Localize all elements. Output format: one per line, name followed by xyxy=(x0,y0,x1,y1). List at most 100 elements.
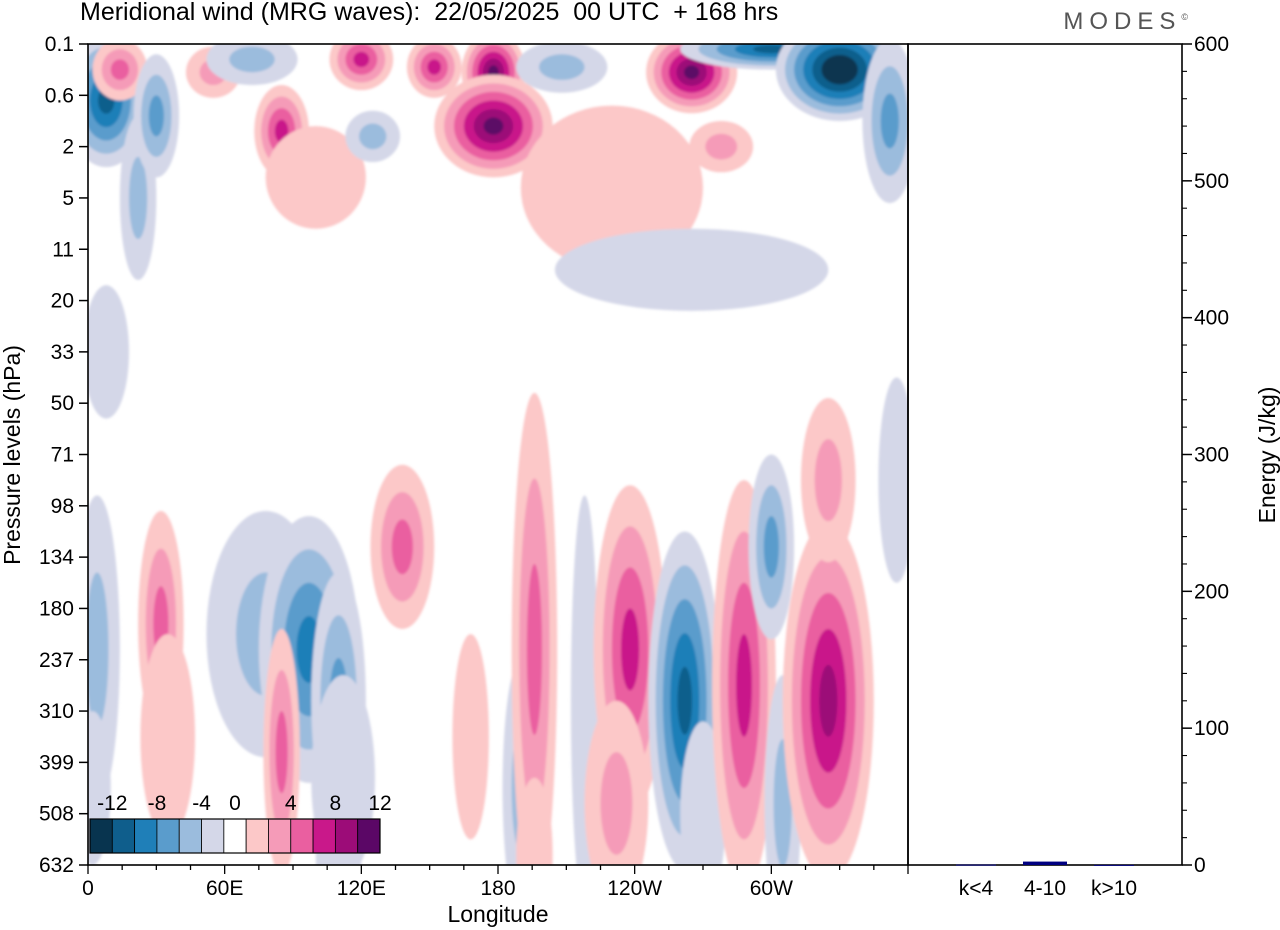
colorbar-swatch xyxy=(312,818,336,854)
contour-level xyxy=(520,105,704,270)
contour-feature xyxy=(584,700,649,865)
y-tick-label: 180 xyxy=(39,597,74,620)
energy-frame xyxy=(907,43,1183,866)
colorbar-label: 4 xyxy=(285,792,297,815)
colorbar-swatch xyxy=(201,818,225,854)
contour-level xyxy=(705,133,738,160)
energy-tick-label: 300 xyxy=(1194,444,1229,467)
contour-level xyxy=(814,439,842,522)
axes: 0.1 0.6 2 5 11 20 33 50 71 98 134 180 237 310 399 508 63… xyxy=(39,33,1229,900)
contour-level xyxy=(427,59,442,75)
y-tick-label: 5 xyxy=(62,187,74,210)
colorbar-swatch xyxy=(89,818,113,854)
energy-tick-label: 400 xyxy=(1194,307,1229,330)
contour-feature xyxy=(689,120,754,173)
y-tick-label: 399 xyxy=(39,751,74,774)
colorbar-label: -4 xyxy=(192,792,211,815)
contour-feature xyxy=(520,105,704,270)
energy-bar xyxy=(1023,861,1067,865)
contour-level xyxy=(684,65,700,80)
colorbar-swatch xyxy=(334,818,359,854)
contour-level xyxy=(819,664,838,737)
y-tick-label: 2 xyxy=(62,136,74,159)
contour-level xyxy=(539,54,585,80)
contour-level xyxy=(275,711,288,794)
colorbar-swatch xyxy=(111,818,136,854)
energy-axis-title: Energy (J/kg) xyxy=(1254,387,1280,524)
energy-tick-label: 0 xyxy=(1194,854,1206,877)
contour-feature xyxy=(263,628,300,865)
contour-level xyxy=(621,608,640,691)
contour-level xyxy=(554,228,829,311)
colorbar-swatch xyxy=(178,818,202,854)
contour-feature xyxy=(878,377,908,583)
energy-bars: k<4 4-10 k>10 xyxy=(956,861,1137,900)
colorbar-swatch xyxy=(357,818,381,854)
contour-level xyxy=(391,519,413,575)
contour-level xyxy=(677,666,693,735)
energy-bar xyxy=(1094,864,1134,866)
contour-level xyxy=(600,752,633,855)
y-tick-label: 71 xyxy=(51,444,74,467)
y-tick-label: 0.1 xyxy=(45,33,74,56)
contour-level xyxy=(110,59,129,80)
contour-level xyxy=(229,46,275,73)
x-axis-title: Longitude xyxy=(447,901,548,927)
contour-level xyxy=(88,285,129,419)
colorbar-swatch xyxy=(156,818,180,854)
colorbar-frame xyxy=(89,818,381,854)
contour-group xyxy=(88,44,908,865)
y-axis-title: Pressure levels (hPa) xyxy=(0,345,25,565)
contour-level xyxy=(148,95,164,137)
energy-category-label: k<4 xyxy=(959,877,994,900)
colorbar-label: 12 xyxy=(368,792,391,815)
colorbar-swatch xyxy=(134,818,158,854)
colorbar-swatch xyxy=(290,818,314,854)
contour-level xyxy=(880,93,899,149)
colorbar-label: 8 xyxy=(330,792,342,815)
brand-mark: © xyxy=(1181,12,1188,22)
x-tick-label: 180 xyxy=(480,877,515,900)
contour-level xyxy=(265,126,366,229)
x-tick-label: 0 xyxy=(82,877,94,900)
contour-feature xyxy=(92,44,148,101)
y-tick-label: 632 xyxy=(39,854,74,877)
colorbar: -12 -8 -4 0 4 8 12 xyxy=(89,792,392,854)
contour-level xyxy=(452,634,489,840)
energy-tick-label: 500 xyxy=(1194,170,1229,193)
y-tick-label: 20 xyxy=(51,290,74,313)
contour-feature xyxy=(516,777,553,865)
energy-tick-label: 600 xyxy=(1194,33,1229,56)
contour-level xyxy=(516,777,553,865)
contour-feature xyxy=(88,285,129,419)
y-tick-label: 11 xyxy=(52,238,74,261)
colorbar-swatch xyxy=(223,818,247,854)
contour-level xyxy=(359,123,387,150)
y-tick-label: 508 xyxy=(39,803,74,826)
energy-category-label: 4-10 xyxy=(1024,877,1066,900)
energy-tick-label: 100 xyxy=(1194,717,1229,740)
contour-feature xyxy=(370,464,435,629)
contour-feature xyxy=(406,44,462,98)
colorbar-label: 0 xyxy=(229,792,241,815)
x-tick-label: 60W xyxy=(750,877,793,900)
y-tick-label: 98 xyxy=(51,495,74,518)
contour-feature xyxy=(516,44,608,93)
y-tick-label: 237 xyxy=(39,649,74,672)
y-tick-label: 50 xyxy=(51,392,74,415)
contour-feature xyxy=(452,634,489,840)
y-tick-label: 0.6 xyxy=(45,84,74,107)
chart-title: Meridional wind (MRG waves): 22/05/2025 … xyxy=(80,0,779,26)
contour-level xyxy=(483,117,504,135)
x-tick-label: 120E xyxy=(337,877,386,900)
contour-level xyxy=(353,51,370,68)
colorbar-label: -8 xyxy=(148,792,167,815)
contour-feature xyxy=(800,398,856,563)
contour-feature xyxy=(554,228,829,311)
contour-feature xyxy=(140,634,196,840)
y-tick-label: 310 xyxy=(39,700,74,723)
colorbar-label: -12 xyxy=(97,792,127,815)
y-tick-label: 134 xyxy=(39,546,74,569)
brand-logo: MODES© xyxy=(1063,8,1188,36)
